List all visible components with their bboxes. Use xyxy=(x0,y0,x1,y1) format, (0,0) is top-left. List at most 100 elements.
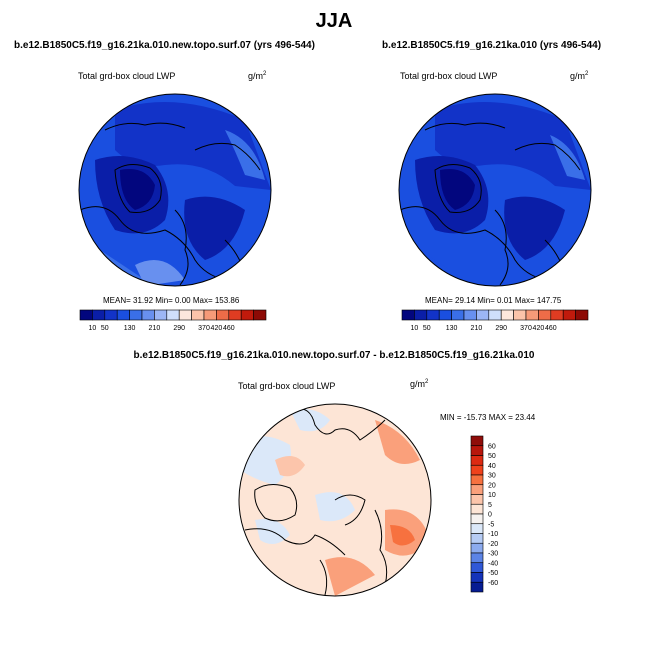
right-units-label: g/m2 xyxy=(570,71,589,81)
colorbar-tick-label: 290 xyxy=(173,325,185,332)
contour-region xyxy=(225,130,265,180)
coastlines xyxy=(244,408,388,596)
contour-region xyxy=(550,135,585,180)
colorbar-swatch xyxy=(470,533,484,544)
colorbar-tick-label: 10 xyxy=(411,325,419,332)
right-colorbar: 10 50 130 210 290 370 420 460 xyxy=(401,309,589,332)
colorbar-swatch xyxy=(166,309,180,321)
colorbar-swatch xyxy=(525,309,539,321)
colorbar-tick-label: 370 xyxy=(520,325,532,332)
colorbar-tick-label: 420 xyxy=(211,325,223,332)
colorbar-swatch xyxy=(470,455,484,466)
colorbar-tick-label: 210 xyxy=(471,325,483,332)
colorbar-swatch xyxy=(463,309,477,321)
colorbar-swatch xyxy=(253,309,267,321)
contour-region xyxy=(135,260,185,286)
colorbar-swatch xyxy=(575,309,589,321)
colorbar-swatch xyxy=(470,435,484,447)
colorbar-swatch xyxy=(470,464,484,476)
colorbar-swatch xyxy=(451,309,465,321)
colorbar-swatch xyxy=(470,572,484,583)
contour-region xyxy=(275,456,305,477)
colorbar-swatch xyxy=(470,484,484,495)
colorbar-swatch xyxy=(79,309,93,321)
left-colorbar: 10 50 130 210 290 370 420 460 xyxy=(79,309,267,332)
map-border xyxy=(238,403,432,597)
colorbar-swatch xyxy=(470,542,484,554)
colorbar-tick-label: -50 xyxy=(488,570,498,577)
map-border xyxy=(398,93,592,287)
colorbar-tick-label: -60 xyxy=(488,580,498,587)
colorbar-swatch xyxy=(488,309,502,321)
colorbar-swatch xyxy=(116,309,130,321)
colorbar-tick-label: 420 xyxy=(533,325,545,332)
colorbar-swatch xyxy=(562,309,576,321)
colorbar-tick-label: 210 xyxy=(149,325,161,332)
coastlines xyxy=(79,122,261,286)
colorbar-tick-label: -20 xyxy=(488,541,498,548)
colorbar-swatch xyxy=(470,523,484,534)
contour-region xyxy=(120,169,155,210)
colorbar-tick-label: 290 xyxy=(495,325,507,332)
colorbar-tick-label: 10 xyxy=(89,325,97,332)
right-polar-map xyxy=(398,93,592,287)
colorbar-tick-label: 40 xyxy=(488,463,496,470)
colorbar-tick-label: 130 xyxy=(446,325,458,332)
contour-region xyxy=(390,525,415,546)
contour-region xyxy=(325,557,375,596)
colorbar-swatch xyxy=(470,494,484,505)
diff-variable-label: Total grd-box cloud LWP xyxy=(238,381,336,391)
colorbar-tick-label: -10 xyxy=(488,531,498,538)
colorbar-tick-label: 5 xyxy=(488,502,492,509)
colorbar-tick-label: 370 xyxy=(198,325,210,332)
colorbar-tick-label: 50 xyxy=(101,325,109,332)
colorbar-tick-label: 130 xyxy=(124,325,136,332)
right-panel-title: b.e12.B1850C5.f19_g16.21ka.010 (yrs 496-… xyxy=(382,40,602,51)
left-stats: MEAN= 31.92 Min= 0.00 Max= 153.86 xyxy=(103,296,240,305)
colorbar-swatch xyxy=(141,309,155,321)
colorbar-swatch xyxy=(470,552,484,564)
colorbar-tick-label: 460 xyxy=(545,325,557,332)
colorbar-tick-label: 30 xyxy=(488,473,496,480)
right-stats: MEAN= 29.14 Min= 0.01 Max= 147.75 xyxy=(425,296,562,305)
colorbar-swatch xyxy=(538,309,552,321)
colorbar-swatch xyxy=(470,474,484,486)
colorbar-tick-label: -5 xyxy=(488,521,494,528)
colorbar-swatch xyxy=(92,309,106,321)
colorbar-swatch xyxy=(476,309,490,321)
colorbar-swatch xyxy=(438,309,452,321)
colorbar-swatch xyxy=(470,562,484,573)
left-polar-map xyxy=(78,93,272,287)
contour-region xyxy=(375,420,420,464)
diff-units-label: g/m2 xyxy=(410,379,429,389)
colorbar-swatch xyxy=(154,309,168,321)
main-title: JJA xyxy=(315,10,353,32)
contour-region xyxy=(435,102,591,190)
colorbar-swatch xyxy=(470,513,484,525)
colorbar-swatch xyxy=(470,503,484,515)
colorbar-tick-label: -40 xyxy=(488,560,498,567)
colorbar-swatch xyxy=(470,581,484,593)
diff-panel-title: b.e12.B1850C5.f19_g16.21ka.010.new.topo.… xyxy=(133,350,535,361)
contour-region xyxy=(184,196,245,260)
contour-region xyxy=(115,102,271,190)
colorbar-tick-label: 460 xyxy=(223,325,235,332)
colorbar-swatch xyxy=(470,445,484,456)
colorbar-tick-label: -30 xyxy=(488,551,498,558)
contour-region xyxy=(440,169,475,210)
map-border xyxy=(78,93,272,287)
left-variable-label: Total grd-box cloud LWP xyxy=(78,71,176,81)
colorbar-swatch xyxy=(426,309,440,321)
colorbar-tick-label: 10 xyxy=(488,492,496,499)
colorbar-swatch xyxy=(178,309,192,321)
colorbar-tick-label: 20 xyxy=(488,482,496,489)
colorbar-swatch xyxy=(513,309,527,321)
diff-polar-map xyxy=(238,403,432,597)
colorbar-swatch xyxy=(228,309,242,321)
colorbar-swatch xyxy=(500,309,514,321)
contour-region xyxy=(290,408,330,432)
diff-stats: MIN = -15.73 MAX = 23.44 xyxy=(440,413,536,422)
colorbar-tick-label: 60 xyxy=(488,443,496,450)
colorbar-swatch xyxy=(401,309,415,321)
